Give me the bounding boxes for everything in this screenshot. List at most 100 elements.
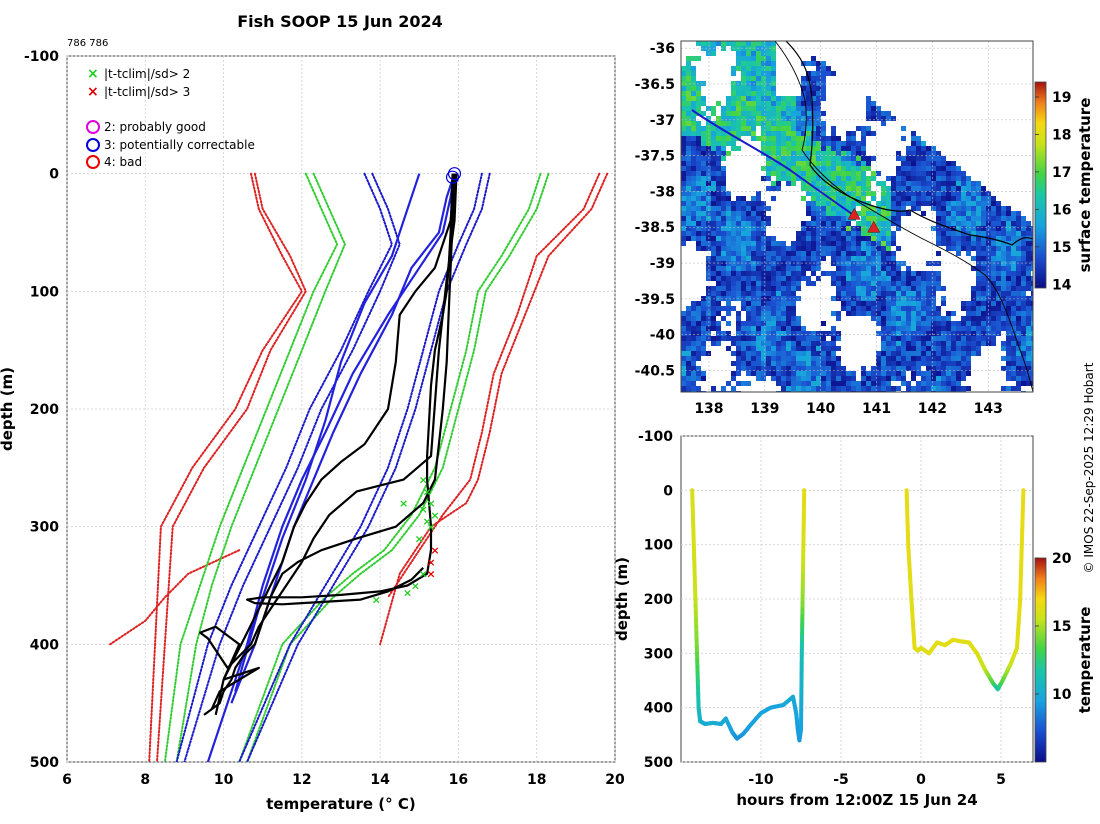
sst-cell: [681, 351, 686, 356]
sst-cell: [976, 341, 981, 346]
sst-cell: [786, 346, 791, 351]
sst-cell: [771, 166, 776, 171]
sst-cell: [701, 206, 706, 211]
sst-cell: [731, 261, 736, 266]
sst-cell: [961, 336, 966, 341]
sst-cell: [816, 261, 821, 266]
sst-cell: [836, 296, 841, 301]
sst-cell: [726, 286, 731, 291]
sst-cell: [936, 281, 941, 286]
sst-cell: [906, 191, 911, 196]
sst-cell: [851, 276, 856, 281]
sst-cell: [881, 121, 886, 126]
sst-cell: [731, 281, 736, 286]
sst-cell: [846, 251, 851, 256]
sst-cell: [746, 106, 751, 111]
sst-cell: [936, 311, 941, 316]
sst-cell: [861, 296, 866, 301]
sst-cell: [881, 376, 886, 381]
sst-cell: [766, 166, 771, 171]
sst-cell: [771, 241, 776, 246]
sst-cell: [761, 56, 766, 61]
sst-cell: [686, 181, 691, 186]
sst-cell: [741, 106, 746, 111]
sst-cell: [736, 201, 741, 206]
sst-cell: [961, 211, 966, 216]
sst-cell: [946, 221, 951, 226]
sst-cell: [741, 96, 746, 101]
sst-cell: [731, 201, 736, 206]
sst-cell: [861, 131, 866, 136]
sst-cell: [776, 276, 781, 281]
sst-cell: [681, 156, 686, 161]
sst-cell: [996, 271, 1001, 276]
sst-cell: [701, 371, 706, 376]
sst-cell: [771, 261, 776, 266]
sst-cell: [721, 41, 726, 46]
sst-cell: [901, 321, 906, 326]
sst-cell: [781, 126, 786, 131]
sst-cell: [686, 151, 691, 156]
sst-cell: [871, 256, 876, 261]
x-tick-label: 18: [527, 772, 546, 788]
sst-cell: [696, 106, 701, 111]
sst-cell: [856, 256, 861, 261]
sst-cell: [966, 201, 971, 206]
sst-cell: [711, 181, 716, 186]
sst-cell: [866, 191, 871, 196]
sst-cell: [706, 171, 711, 176]
legend-x-red-icon: ×: [87, 84, 99, 100]
sst-cell: [816, 96, 821, 101]
sst-cell: [756, 116, 761, 121]
sst-cell: [751, 331, 756, 336]
sst-cell: [721, 291, 726, 296]
sst-cell: [1011, 356, 1016, 361]
sst-cell: [906, 181, 911, 186]
sst-cell: [681, 226, 686, 231]
sst-cell: [1021, 231, 1026, 236]
sst-cell: [816, 71, 821, 76]
sst-cell: [781, 256, 786, 261]
sst-cell: [1001, 236, 1006, 241]
sst-cell: [886, 331, 891, 336]
sst-cell: [781, 356, 786, 361]
sst-cell: [906, 386, 911, 391]
sst-cell: [966, 236, 971, 241]
sst-cell: [936, 316, 941, 321]
sst-cell: [706, 266, 711, 271]
sst-cell: [856, 181, 861, 186]
x-tick-label: 138: [694, 401, 723, 417]
sst-cell: [921, 141, 926, 146]
sst-cell: [981, 326, 986, 331]
sst-cell: [691, 196, 696, 201]
sst-cell: [761, 61, 766, 66]
sst-cell: [771, 121, 776, 126]
sst-cell: [931, 351, 936, 356]
sst-cell: [831, 256, 836, 261]
sst-cell: [896, 156, 901, 161]
sst-cell: [796, 371, 801, 376]
sst-cell: [991, 271, 996, 276]
sst-cell: [841, 286, 846, 291]
sst-cell: [971, 206, 976, 211]
sst-cell: [771, 146, 776, 151]
sst-cell: [981, 266, 986, 271]
sst-cell: [776, 266, 781, 271]
sst-cell: [751, 351, 756, 356]
sst-cell: [886, 281, 891, 286]
sst-cell: [801, 81, 806, 86]
y-tick-label: -37: [650, 113, 675, 129]
sst-cell: [726, 191, 731, 196]
sst-cell: [906, 281, 911, 286]
sst-cell: [1021, 266, 1026, 271]
sst-cell: [791, 291, 796, 296]
sst-cell: [751, 216, 756, 221]
sst-cell: [796, 231, 801, 236]
sst-cell: [901, 181, 906, 186]
sst-cell: [1026, 321, 1031, 326]
sst-cell: [761, 256, 766, 261]
sst-cell: [841, 381, 846, 386]
sst-cell: [946, 336, 951, 341]
sst-cell: [901, 306, 906, 311]
sst-cell: [886, 276, 891, 281]
